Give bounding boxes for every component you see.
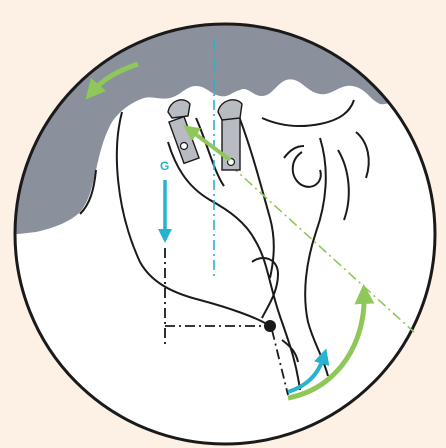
curved-arrow-up-icon bbox=[287, 284, 375, 401]
spine-curve-inner bbox=[337, 149, 350, 221]
ramus-outline bbox=[167, 141, 301, 391]
hinge-axis-line bbox=[271, 329, 289, 396]
lens-circle-fill bbox=[15, 24, 435, 444]
palate-line bbox=[237, 113, 275, 279]
hinge-pivot bbox=[264, 320, 276, 332]
skull-contour bbox=[79, 169, 97, 215]
ear-swirl-tip bbox=[283, 145, 305, 159]
temporal-line bbox=[261, 99, 355, 127]
ear-swirl bbox=[291, 151, 322, 188]
lens-ring bbox=[13, 22, 437, 446]
tooth-root-line bbox=[195, 117, 225, 187]
curved-arrow-left-icon bbox=[85, 61, 139, 100]
gravity-label: G bbox=[160, 159, 169, 173]
curved-arrow-up-small-icon bbox=[287, 348, 330, 394]
linkage-arrow bbox=[183, 125, 232, 162]
diagonal-axis-line bbox=[229, 164, 415, 333]
chin-contour bbox=[251, 257, 280, 319]
guide-pin-left bbox=[179, 141, 189, 151]
spine-curve bbox=[304, 137, 329, 377]
throat-contour bbox=[281, 339, 299, 363]
occipital-line bbox=[355, 131, 370, 179]
mandible-outline bbox=[115, 111, 271, 327]
